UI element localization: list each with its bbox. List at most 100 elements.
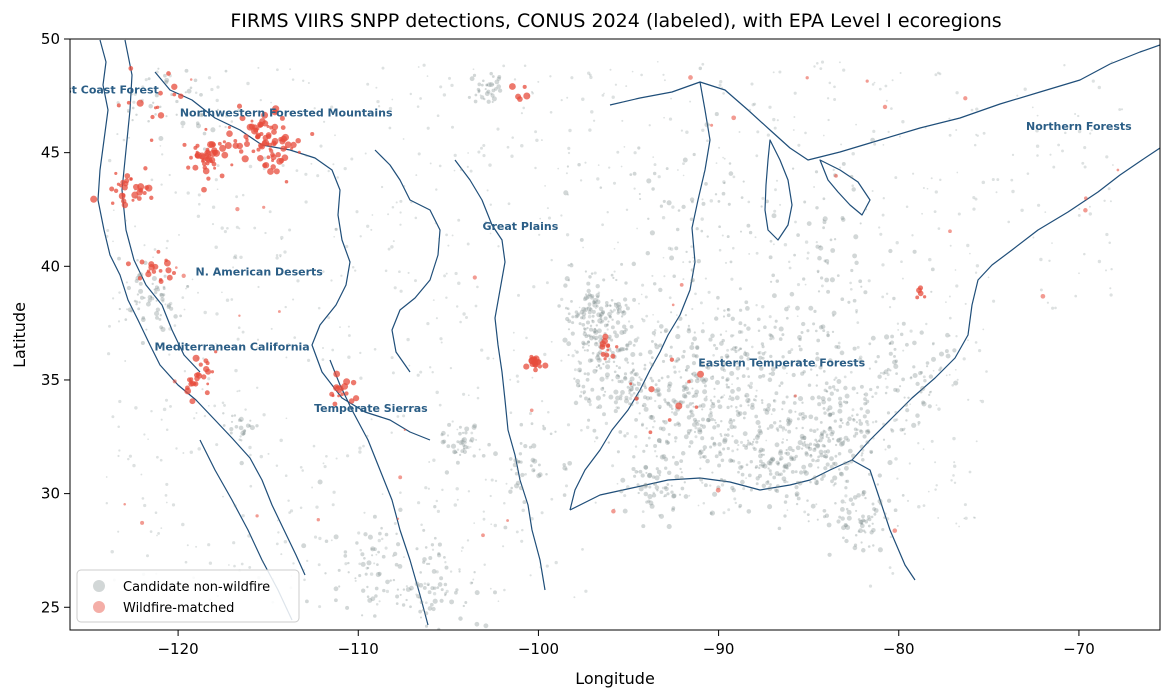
scatter-point [625,343,629,347]
scatter-point [407,271,410,274]
scatter-point [600,309,606,315]
scatter-point [195,412,198,414]
scatter-point [927,404,932,409]
scatter-point [846,401,849,404]
scatter-point [679,376,683,379]
scatter-point [216,85,220,89]
scatter-point [609,304,612,307]
scatter-point [801,464,807,470]
scatter-point [648,485,652,489]
scatter-point [462,449,467,454]
scatter-point [881,263,885,267]
scatter-point [424,624,429,628]
scatter-point [730,334,734,338]
scatter-point [771,408,776,412]
scatter-point [480,146,483,150]
scatter-point [843,465,849,471]
scatter-point [296,279,300,283]
scatter-point [817,271,820,274]
scatter-point [742,416,746,420]
x-axis-ticks: −120 −110 −100 −90 −80 −70 [157,630,1095,658]
scatter-point [807,462,813,468]
scatter-point [550,497,554,501]
scatter-point [702,172,705,175]
scatter-point [602,278,606,282]
scatter-point [399,289,403,293]
scatter-point [494,79,500,85]
scatter-point [728,397,731,401]
scatter-point [881,528,885,532]
scatter-point [245,137,249,142]
scatter-point [858,279,863,284]
scatter-point [822,329,826,333]
scatter-point [804,240,809,244]
scatter-point [1109,293,1113,297]
scatter-point [747,404,750,407]
scatter-point [677,209,681,212]
scatter-point [738,505,741,509]
scatter-point [964,302,967,305]
scatter-point [670,411,674,414]
scatter-point [449,570,453,573]
scatter-point [742,443,746,448]
scatter-point [784,494,789,499]
scatter-point [651,493,657,498]
scatter-point [788,418,793,423]
scatter-point [747,441,752,446]
scatter-point [325,454,328,458]
scatter-point [480,83,484,87]
scatter-point [772,399,777,403]
scatter-point [429,366,432,369]
scatter-point [644,484,648,488]
scatter-point [701,62,705,66]
scatter-point [801,401,804,404]
scatter-point [694,426,698,430]
scatter-point [733,425,737,429]
scatter-point [693,430,697,434]
scatter-point [676,421,680,426]
scatter-point [686,328,692,334]
scatter-point [640,473,645,478]
scatter-point [637,146,641,150]
scatter-point [222,495,224,498]
scatter-point [912,249,917,254]
scatter-point [429,162,432,165]
scatter-point [776,462,780,466]
scatter-point [760,462,766,467]
scatter-point [851,386,856,391]
scatter-point [612,181,617,185]
scatter-point [962,357,966,361]
scatter-point [676,325,680,329]
scatter-point [842,68,846,72]
scatter-point [714,193,718,196]
scatter-point [470,581,474,584]
scatter-point [730,348,733,351]
scatter-point [765,406,771,412]
scatter-point [652,171,657,176]
scatter-point [169,404,172,408]
scatter-point [686,429,692,434]
scatter-point [690,268,694,272]
scatter-point [788,409,793,414]
ecoregion-label: N. American Deserts [196,265,324,278]
scatter-point [283,250,287,254]
scatter-point [726,308,730,311]
scatter-point [930,267,935,272]
scatter-point [701,378,707,384]
scatter-point [817,439,820,443]
scatter-point [153,248,157,251]
scatter-point [1109,200,1112,203]
scatter-point [645,314,649,318]
scatter-point [758,430,763,435]
scatter-point [355,210,359,214]
scatter-point [124,173,131,179]
scatter-point [830,430,835,435]
scatter-point [779,203,782,206]
scatter-point [277,531,280,534]
scatter-point [872,544,875,547]
scatter-point [811,477,815,480]
scatter-point [587,310,592,315]
scatter-point [427,590,432,595]
scatter-point [622,330,627,335]
scatter-point [917,421,921,425]
